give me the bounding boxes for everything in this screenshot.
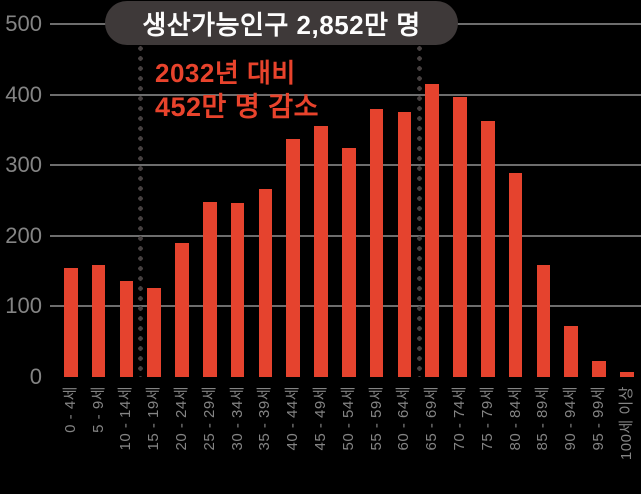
- bar-10-14세: [119, 280, 134, 377]
- x-tick-label-55-59세: 55 - 59세: [367, 386, 385, 451]
- highlight-range-start-line: [138, 46, 143, 377]
- x-tick-label-5-9세: 5 - 9세: [89, 386, 107, 433]
- x-tick-label-10-14세: 10 - 14세: [117, 386, 135, 451]
- annotation-line1: 2032년 대비: [155, 58, 296, 88]
- bar-85-89세: [536, 265, 551, 377]
- bar-90-94세: [564, 326, 578, 377]
- bar-15-19세: [147, 288, 161, 377]
- bar-75-79세: [481, 120, 495, 377]
- highlight-range-end-line: [416, 46, 422, 377]
- title-badge: 생산가능인구 2,852만 명: [105, 1, 458, 45]
- x-tick-label-30-34세: 30 - 34세: [228, 386, 246, 451]
- x-tick-label-40-44세: 40 - 44세: [284, 386, 302, 451]
- y-tick-label-0: 0: [29, 364, 42, 389]
- bar-50-54세: [342, 147, 356, 377]
- bar-40-44세: [286, 139, 300, 377]
- bar-55-59세: [369, 108, 384, 377]
- x-tick-label-75-79세: 75 - 79세: [478, 386, 496, 451]
- x-tick-label-50-54세: 50 - 54세: [339, 386, 357, 451]
- x-tick-label-95-99세: 95 - 99세: [589, 386, 607, 451]
- bar-5-9세: [91, 265, 106, 377]
- bar-20-24세: [175, 242, 189, 377]
- y-tick-label-100: 100: [5, 293, 42, 319]
- annotation-line2: 452만 명 감소: [155, 92, 319, 122]
- y-tick-label-400: 400: [5, 81, 42, 107]
- bar-80-84세: [508, 172, 523, 377]
- y-tick-label-200: 200: [5, 222, 42, 248]
- bar-45-49세: [314, 125, 328, 377]
- x-tick-label-35-39세: 35 - 39세: [256, 386, 274, 451]
- bar-30-34세: [230, 203, 245, 377]
- title-badge-label: 생산가능인구 2,852만 명: [142, 9, 421, 40]
- bar-65-69세: [425, 84, 439, 377]
- x-tick-label-80-84세: 80 - 84세: [506, 386, 524, 451]
- y-tick-label-500: 500: [5, 11, 42, 36]
- x-tick-label-100세이상: 100세 이상: [617, 386, 635, 461]
- bar-70-74세: [453, 96, 467, 377]
- x-tick-label-60-64세: 60 - 64세: [395, 386, 413, 451]
- x-tick-label-65-69세: 65 - 69세: [423, 386, 441, 451]
- bar-35-39세: [258, 189, 273, 377]
- bar-100세이상: [620, 372, 634, 377]
- x-tick-label-0-4세: 0 - 4세: [61, 386, 79, 433]
- bar-95-99세: [592, 360, 606, 377]
- bar-25-29세: [203, 201, 217, 377]
- bar-60-64세: [397, 112, 412, 377]
- x-tick-label-25-29세: 25 - 29세: [200, 386, 218, 451]
- x-tick-label-85-89세: 85 - 89세: [534, 386, 552, 451]
- gridline-400: [50, 93, 641, 96]
- x-tick-label-70-74세: 70 - 74세: [450, 386, 468, 451]
- bar-0-4세: [64, 268, 78, 377]
- x-tick-label-45-49세: 45 - 49세: [311, 386, 329, 451]
- y-tick-label-300: 300: [5, 152, 42, 178]
- x-tick-label-20-24세: 20 - 24세: [172, 386, 190, 451]
- annotation: 2032년 대비 452만 명 감소: [155, 56, 319, 124]
- x-tick-label-15-19세: 15 - 19세: [145, 386, 163, 451]
- x-tick-label-90-94세: 90 - 94세: [562, 386, 580, 451]
